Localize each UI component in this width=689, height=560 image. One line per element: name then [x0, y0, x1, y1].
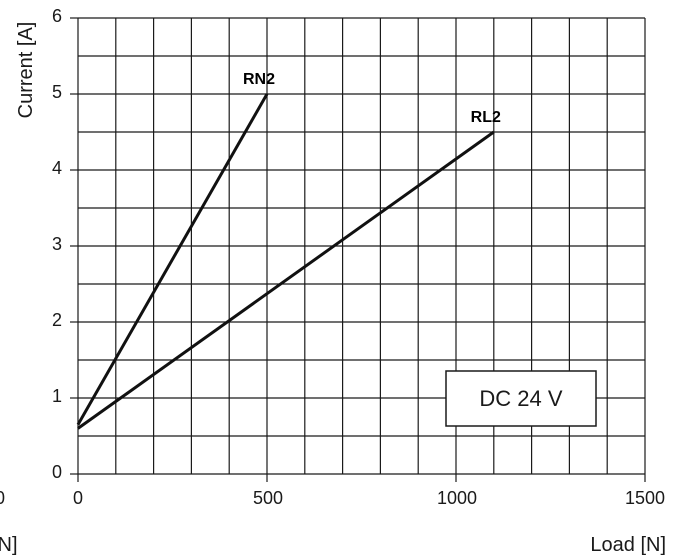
cut-off-axis-label: [N] — [0, 534, 18, 556]
x-tick-label: 1500 — [625, 488, 665, 508]
annotation-box — [445, 370, 597, 427]
x-axis-label: Load [N] — [590, 534, 666, 556]
x-tick-label: 500 — [253, 488, 283, 508]
y-tick-label: 3 — [52, 234, 62, 254]
y-tick-label: 2 — [52, 310, 62, 330]
y-tick-label: 4 — [52, 158, 62, 178]
y-tick-label: 1 — [52, 386, 62, 406]
x-tick-label: 1000 — [437, 488, 477, 508]
y-tick-label: 0 — [52, 462, 62, 482]
annotation-label: DC 24 V — [479, 386, 562, 411]
y-axis-label: Current [A] — [15, 22, 37, 119]
series-line-rn2 — [76, 93, 269, 426]
series-lines — [76, 93, 495, 430]
cut-off-tick-label: 0 — [0, 488, 5, 508]
y-tick-label: 6 — [52, 6, 62, 26]
series-line-rl2 — [77, 130, 495, 430]
x-tick-label: 0 — [73, 488, 83, 508]
series-label-rn2: RN2 — [243, 71, 275, 88]
series-labels: RN2 RL2 — [243, 71, 501, 126]
y-tick-label: 5 — [52, 82, 62, 102]
series-label-rl2: RL2 — [471, 109, 501, 126]
